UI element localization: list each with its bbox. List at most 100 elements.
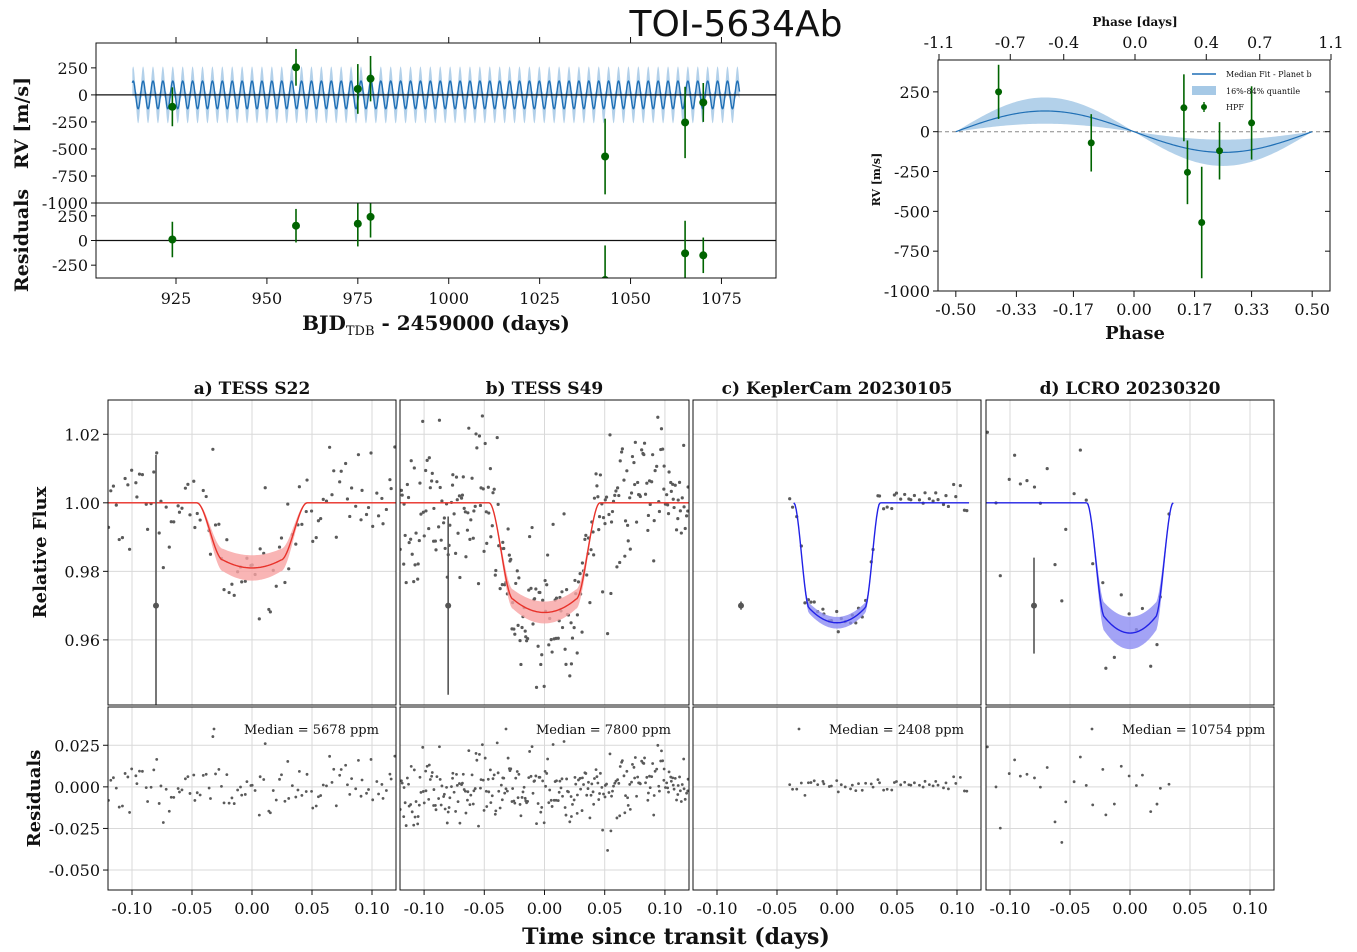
flux-data-point <box>676 516 680 521</box>
flux-data-point <box>257 617 261 621</box>
flux-data-point <box>890 506 894 511</box>
flux-data-point <box>588 601 592 605</box>
resid-data-point <box>500 798 504 802</box>
flux-data-point <box>628 496 632 500</box>
flux-data-point <box>591 530 595 534</box>
flux-data-point <box>409 459 413 463</box>
phase-x-tick-label: 0.50 <box>1294 300 1330 319</box>
phase-point-6 <box>1248 119 1256 127</box>
resid-data-point <box>903 780 907 784</box>
flux-data-point <box>120 536 125 540</box>
resid-data-point <box>533 779 536 783</box>
resid-data-point <box>128 811 131 814</box>
rv-x-tick-label: 975 <box>343 289 374 308</box>
flux-data-point <box>434 548 438 552</box>
resid-data-point <box>628 807 632 811</box>
resid-data-point <box>497 789 501 793</box>
resid-data-point <box>660 749 663 753</box>
resid-data-point <box>633 756 637 759</box>
resid-data-point <box>628 783 632 786</box>
flux-y-tick-label: 0.98 <box>64 562 100 581</box>
resid-data-point <box>645 775 649 779</box>
resid-data-point <box>671 776 675 780</box>
resid-data-point <box>445 821 449 825</box>
resid-data-point <box>130 767 134 771</box>
flux-data-point <box>311 539 315 543</box>
flux-data-point <box>650 480 654 484</box>
flux-data-point <box>483 441 487 446</box>
resid-data-point <box>176 787 180 790</box>
flux-data-point <box>400 493 404 497</box>
resid-data-point <box>885 787 889 791</box>
legend-hpf-label: HPF <box>1226 103 1244 112</box>
flux-data-point <box>1112 655 1116 659</box>
flux-data-point <box>500 583 504 587</box>
resid-data-point <box>609 829 613 833</box>
flux-data-point <box>450 483 455 487</box>
flux-data-point <box>534 685 539 689</box>
flux-data-point <box>998 574 1002 578</box>
phase-median-fit-line <box>955 110 1313 154</box>
resid-data-point <box>559 786 563 790</box>
resid-data-point <box>360 778 364 782</box>
phase-point-5 <box>1216 147 1224 155</box>
flux-data-point <box>354 504 358 508</box>
resid-data-point <box>300 793 304 797</box>
resid-data-point <box>250 783 254 787</box>
flux-data-point <box>393 445 396 449</box>
resid-data-point <box>618 765 622 768</box>
resid-data-point <box>481 778 485 782</box>
flux-data-point <box>946 504 951 509</box>
resid-data-point <box>1149 810 1153 814</box>
resid-data-point <box>325 784 328 788</box>
resid-data-point <box>271 789 275 792</box>
resid-data-point <box>369 758 373 761</box>
flux-data-point <box>836 630 840 634</box>
transit-x-tick-label: 0.00 <box>527 899 563 918</box>
phase-x-tick-label: 0.00 <box>1116 300 1152 319</box>
resid-data-point <box>685 791 688 795</box>
flux-data-point <box>578 572 582 576</box>
resid-data-point <box>648 774 651 778</box>
flux-data-point <box>954 495 958 499</box>
phase-top-axis-label: Phase [days] <box>1092 15 1177 29</box>
rv-point-6 <box>699 98 708 107</box>
resid-data-point <box>923 779 927 783</box>
flux-data-point <box>507 553 511 557</box>
resid-data-point <box>672 787 676 791</box>
flux-data-point <box>597 515 602 519</box>
resid-data-point <box>388 772 392 776</box>
flux-data-point <box>592 553 596 557</box>
flux-data-point <box>448 523 452 527</box>
flux-data-point <box>419 512 423 516</box>
resid-data-point <box>458 821 462 825</box>
rv-x-tick-label: 925 <box>161 289 192 308</box>
rv-x-tick-label: 1000 <box>428 289 469 308</box>
phase-point-2 <box>1180 104 1188 112</box>
resid-data-point <box>651 762 655 765</box>
resid-data-point <box>662 778 666 782</box>
flux-data-point <box>565 588 569 592</box>
flux-data-point <box>1078 448 1082 452</box>
flux-data-point <box>371 524 375 528</box>
resid-data-point <box>452 790 456 794</box>
resid-data-point <box>440 784 444 788</box>
flux-data-point <box>409 537 413 541</box>
flux-data-point <box>560 590 564 594</box>
flux-data-point <box>657 509 662 514</box>
phase-top-tick-label: -0.4 <box>1048 33 1079 52</box>
resid-data-point <box>445 785 448 789</box>
resid-data-point <box>807 781 810 785</box>
flux-data-point <box>899 497 903 501</box>
flux-data-point <box>667 470 671 474</box>
resid-data-point <box>450 785 453 789</box>
flux-data-point <box>554 596 559 600</box>
phase-point-3 <box>1183 168 1191 176</box>
flux-data-point <box>656 415 660 419</box>
flux-data-point <box>626 523 630 527</box>
flux-data-point <box>580 630 584 634</box>
flux-data-point <box>225 538 229 542</box>
flux-data-point <box>488 467 492 471</box>
resid-data-point <box>618 814 622 818</box>
resid-data-point <box>512 799 516 803</box>
